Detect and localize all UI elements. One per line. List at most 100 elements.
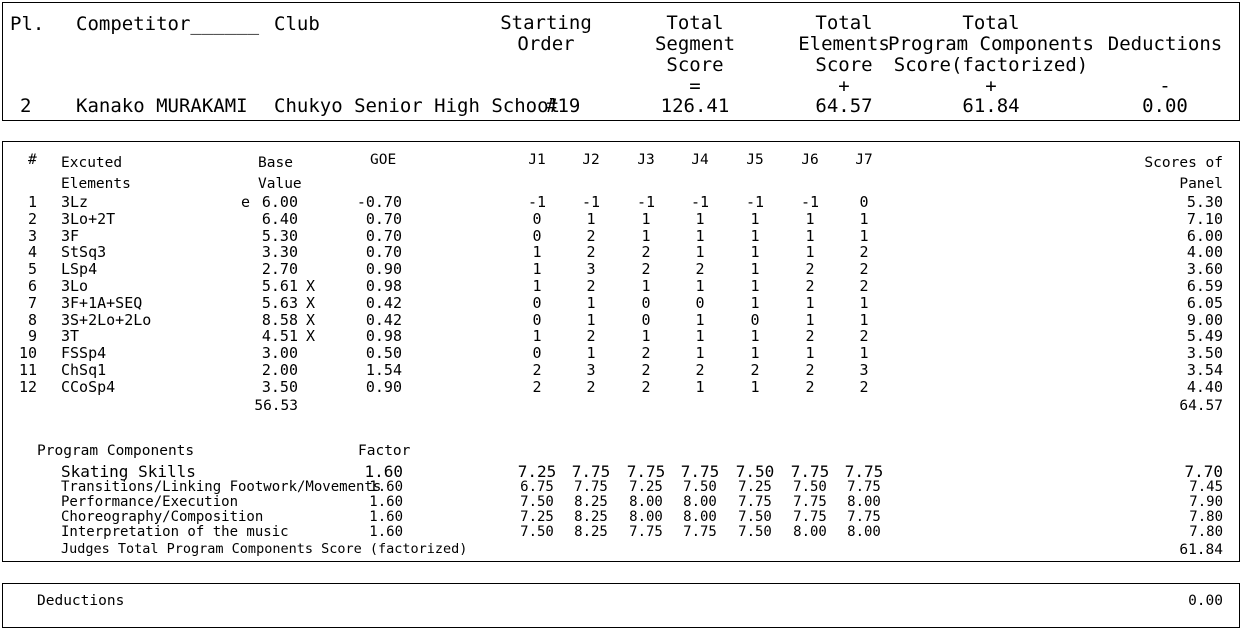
component-factor: 1.60 (369, 509, 403, 525)
element-base-value: 6.40 (261, 209, 298, 228)
component-judge-score: 8.00 (847, 524, 881, 540)
element-judge-score: 1 (586, 209, 596, 228)
component-judge-score: 8.00 (847, 494, 881, 510)
component-judge-score: 7.75 (626, 462, 666, 481)
element-judge-score: 3 (586, 361, 596, 379)
judge-header: J1 (528, 152, 546, 168)
element-judge-score: 0 (532, 226, 542, 245)
deductions-value: 0.00 (1142, 95, 1188, 117)
element-judge-score: 1 (586, 344, 596, 363)
element-name: 3F (61, 226, 80, 245)
component-judge-score: 7.75 (847, 479, 881, 495)
element-judge-score: 1 (859, 344, 869, 363)
element-number: 3 (27, 226, 37, 245)
element-judge-score: 1 (859, 293, 869, 312)
element-goe: 0.42 (365, 293, 402, 312)
component-judge-score: 7.75 (847, 509, 881, 525)
element-judge-score: 1 (859, 226, 869, 245)
element-base-value: 5.30 (261, 226, 298, 245)
component-judge-score: 7.75 (571, 462, 611, 481)
component-judge-score: 7.75 (683, 524, 717, 540)
component-factor: 1.60 (364, 462, 403, 481)
element-judge-score: 1 (750, 277, 760, 295)
element-goe: 1.54 (365, 361, 402, 379)
element-judge-score: -1 (527, 193, 547, 211)
element-judge-score: 1 (750, 293, 760, 312)
element-base-value: 3.30 (261, 243, 298, 262)
element-panel-score: 3.50 (1186, 344, 1223, 363)
element-panel-score: 5.30 (1186, 193, 1223, 211)
element-panel-score: 6.05 (1186, 293, 1223, 312)
pcs-label: Total Program Components Score(factorize… (888, 12, 1094, 97)
starting-order-label: Starting Order (500, 12, 592, 55)
element-judge-score: 1 (805, 344, 815, 363)
tes-value: 64.57 (815, 95, 873, 117)
element-judge-score: 2 (859, 260, 869, 279)
element-base-value: 5.61 (261, 277, 298, 295)
component-panel-score: 7.80 (1189, 509, 1223, 525)
component-judge-score: 7.50 (520, 494, 554, 510)
element-judge-score: 2 (641, 260, 651, 279)
competitor-label: Competitor______ (76, 13, 260, 35)
element-base-value: 2.70 (261, 260, 298, 279)
component-factor: 1.60 (369, 494, 403, 510)
element-info: e (241, 193, 251, 211)
element-panel-score: 7.10 (1186, 209, 1223, 228)
components-total-value: 61.84 (1179, 542, 1223, 558)
component-name: Skating Skills (61, 462, 196, 481)
tss-value: 126.41 (660, 95, 730, 117)
element-goe: 0.42 (365, 310, 402, 329)
col-num-header: # (28, 152, 37, 168)
element-judge-score: 2 (586, 377, 596, 396)
component-judge-score: 7.50 (683, 479, 717, 495)
element-judge-score: 1 (641, 277, 651, 295)
element-number: 7 (27, 293, 37, 312)
element-judge-score: 2 (586, 277, 596, 295)
element-panel-score: 6.59 (1186, 277, 1223, 295)
element-number: 12 (18, 377, 37, 396)
component-judge-score: 8.25 (574, 524, 608, 540)
element-judge-score: 3 (586, 260, 596, 279)
component-panel-score: 7.90 (1189, 494, 1223, 510)
component-judge-score: 7.75 (844, 462, 884, 481)
element-name: 3Lo+2T (61, 209, 116, 228)
component-judge-score: 7.75 (680, 462, 720, 481)
element-base-value: 6.00 (261, 193, 298, 211)
factor-label: Factor (358, 443, 411, 459)
component-judge-score: 7.25 (520, 509, 554, 525)
deductions-box (2, 583, 1240, 628)
element-judge-score: -1 (636, 193, 656, 211)
element-goe: -0.70 (356, 193, 402, 211)
element-judge-score: 1 (695, 277, 705, 295)
element-judge-score: 1 (859, 209, 869, 228)
element-judge-score: 0 (532, 344, 542, 363)
col-goe-header: GOE (370, 152, 397, 168)
element-judge-score: 0 (532, 209, 542, 228)
element-judge-score: 1 (695, 226, 705, 245)
element-name: 3S+2Lo+2Lo (61, 310, 152, 329)
element-judge-score: 1 (750, 209, 760, 228)
element-judge-score: 1 (805, 243, 815, 262)
element-judge-score: 2 (805, 327, 815, 346)
element-judge-score: 0 (750, 310, 760, 329)
judge-header: J3 (637, 152, 655, 168)
element-judge-score: 1 (586, 310, 596, 329)
component-judge-score: 8.00 (629, 509, 663, 525)
component-panel-score: 7.45 (1189, 479, 1223, 495)
element-judge-score: -1 (745, 193, 765, 211)
element-number: 9 (27, 327, 37, 346)
component-judge-score: 7.25 (517, 462, 557, 481)
element-judge-score: 1 (641, 327, 651, 346)
element-base-value: 3.50 (261, 377, 298, 396)
component-judge-score: 7.75 (790, 462, 830, 481)
component-judge-score: 6.75 (520, 479, 554, 495)
element-judge-score: 1 (750, 344, 760, 363)
col-elements-header: Excuted Elements (61, 155, 131, 192)
element-x-flag: X (306, 327, 316, 346)
element-judge-score: 1 (532, 327, 542, 346)
element-judge-score: 1 (695, 310, 705, 329)
component-panel-score: 7.80 (1189, 524, 1223, 540)
element-judge-score: 2 (641, 377, 651, 396)
component-judge-score: 7.50 (520, 524, 554, 540)
element-judge-score: 2 (750, 361, 760, 379)
